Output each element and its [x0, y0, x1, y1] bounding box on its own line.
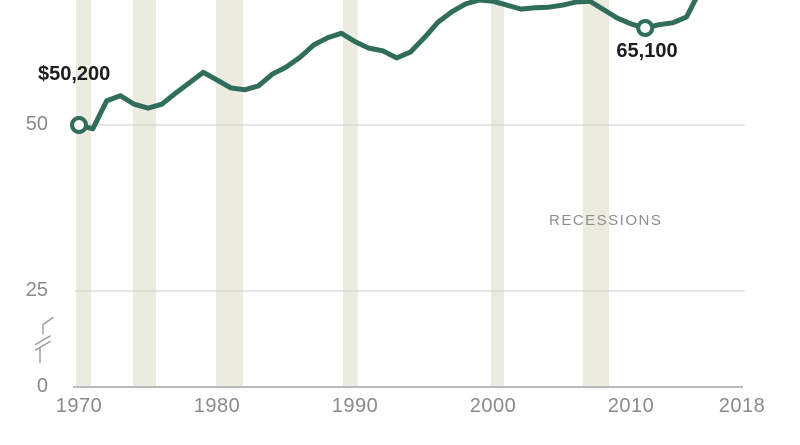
income-line	[76, 0, 699, 132]
recession-band	[76, 0, 92, 386]
y-axis-break-icon	[34, 316, 54, 364]
x-tick-2018: 2018	[718, 395, 766, 417]
recessions-legend-label: RECESSIONS	[549, 212, 663, 229]
dip-value-annotation: 65,100	[616, 40, 678, 62]
recession-band	[133, 0, 157, 386]
x-tick-1990: 1990	[331, 395, 379, 417]
data-point-marker	[636, 19, 655, 37]
x-tick-2000: 2000	[469, 395, 517, 417]
x-tick-2010: 2010	[607, 395, 655, 417]
x-tick-1970: 1970	[55, 395, 103, 417]
y-tick-0: 0	[36, 375, 48, 397]
data-point-marker	[70, 116, 88, 134]
recession-band	[582, 0, 609, 386]
start-value-annotation: $50,200	[38, 63, 111, 85]
y-tick-25: 25	[25, 279, 48, 301]
recession-band	[216, 0, 244, 386]
recession-band	[491, 0, 504, 386]
y-tick-50: 50	[25, 113, 48, 135]
recession-band	[343, 0, 358, 386]
x-tick-1980: 1980	[193, 395, 241, 417]
